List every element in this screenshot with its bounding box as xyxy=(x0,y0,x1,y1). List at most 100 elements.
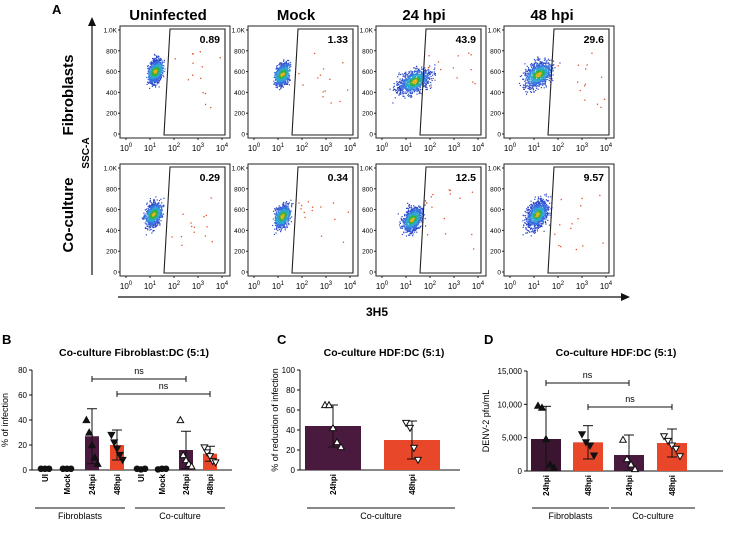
event-dot xyxy=(534,78,536,80)
event-dot xyxy=(151,222,153,224)
event-dot xyxy=(278,71,280,73)
event-dot xyxy=(407,80,409,82)
event-dot xyxy=(157,221,159,223)
event-dot xyxy=(285,82,287,84)
event-dot xyxy=(528,82,530,84)
event-dot xyxy=(154,215,156,217)
event-dot xyxy=(155,196,157,198)
event-dot xyxy=(151,72,153,74)
event-dot xyxy=(547,58,549,60)
event-dot xyxy=(529,73,531,75)
event-dot xyxy=(148,213,150,215)
event-dot xyxy=(544,58,546,60)
event-dot xyxy=(153,84,155,86)
event-dot xyxy=(534,73,536,75)
event-dot xyxy=(535,85,537,87)
event-dot xyxy=(284,80,286,82)
event-dot xyxy=(155,219,157,221)
event-dot xyxy=(153,214,155,216)
event-dot xyxy=(409,78,412,80)
event-dot xyxy=(152,73,154,75)
event-dot xyxy=(155,214,157,216)
event-dot xyxy=(273,233,275,235)
event-dot xyxy=(143,212,145,214)
event-dot xyxy=(287,81,289,83)
event-dot xyxy=(157,217,159,219)
event-dot xyxy=(273,76,275,78)
event-dot xyxy=(289,68,291,70)
event-dot xyxy=(534,85,536,87)
event-dot xyxy=(470,54,472,56)
event-dot xyxy=(157,209,159,211)
event-dot xyxy=(148,218,150,220)
event-dot xyxy=(552,64,554,66)
event-dot xyxy=(157,211,159,213)
event-dot xyxy=(155,72,157,74)
event-dot xyxy=(539,72,541,74)
event-dot xyxy=(146,202,148,204)
event-dot xyxy=(409,80,411,82)
event-dot xyxy=(547,62,549,64)
event-dot xyxy=(160,212,163,214)
event-dot xyxy=(552,70,554,72)
event-dot xyxy=(540,75,542,77)
event-dot xyxy=(528,85,530,87)
event-dot xyxy=(210,197,212,199)
event-dot xyxy=(539,61,541,63)
event-dot xyxy=(416,76,419,78)
event-dot xyxy=(159,210,161,212)
event-dot xyxy=(536,82,538,84)
event-dot xyxy=(585,68,587,70)
event-dot xyxy=(339,100,341,103)
event-dot xyxy=(150,207,152,209)
event-dot xyxy=(160,57,162,59)
event-dot xyxy=(158,79,160,81)
event-dot xyxy=(152,213,154,215)
event-dot xyxy=(149,79,151,81)
event-dot xyxy=(552,68,554,70)
event-dot xyxy=(147,78,149,80)
event-dot xyxy=(414,70,417,72)
event-dot xyxy=(149,213,151,215)
event-dot xyxy=(152,203,154,206)
event-dot xyxy=(535,61,537,63)
event-dot xyxy=(559,62,561,64)
event-dot xyxy=(545,60,547,62)
event-dot xyxy=(154,201,156,203)
event-dot xyxy=(407,84,409,86)
event-dot xyxy=(154,61,156,63)
y-tick-label: 600 xyxy=(490,69,501,76)
event-dot xyxy=(527,76,529,78)
event-dot xyxy=(409,80,411,82)
event-dot xyxy=(397,88,399,90)
event-dot xyxy=(280,80,282,82)
event-dot xyxy=(158,71,160,73)
event-dot xyxy=(426,87,428,89)
event-dot xyxy=(540,64,542,66)
event-dot xyxy=(537,88,539,90)
y-tick-label: 400 xyxy=(362,90,373,97)
event-dot xyxy=(424,82,426,84)
event-dot xyxy=(155,74,157,76)
event-dot xyxy=(538,68,540,70)
x-axis-label-3h5: 3H5 xyxy=(366,305,388,319)
event-dot xyxy=(154,213,157,215)
event-dot xyxy=(149,76,151,78)
event-dot xyxy=(155,76,157,78)
event-dot xyxy=(274,76,276,78)
event-dot xyxy=(409,87,411,89)
event-dot xyxy=(417,68,420,70)
event-dot xyxy=(540,84,542,86)
event-dot xyxy=(284,72,286,74)
event-dot xyxy=(148,211,151,213)
y-tick-label: 200 xyxy=(490,111,501,118)
event-dot xyxy=(413,75,416,77)
event-dot xyxy=(416,85,418,87)
event-dot xyxy=(145,223,147,225)
event-dot xyxy=(143,218,145,220)
event-dot xyxy=(278,79,280,81)
event-dot xyxy=(151,219,153,221)
event-dot xyxy=(402,95,404,97)
event-dot xyxy=(405,87,407,89)
